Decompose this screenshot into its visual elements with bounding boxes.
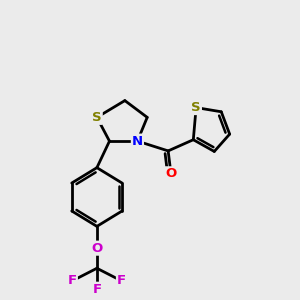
Text: S: S <box>92 111 102 124</box>
Text: F: F <box>117 274 126 287</box>
Text: S: S <box>191 101 201 114</box>
Text: O: O <box>165 167 177 180</box>
Text: N: N <box>132 135 143 148</box>
Text: F: F <box>92 283 101 296</box>
Text: F: F <box>68 274 77 287</box>
Text: O: O <box>91 242 103 255</box>
